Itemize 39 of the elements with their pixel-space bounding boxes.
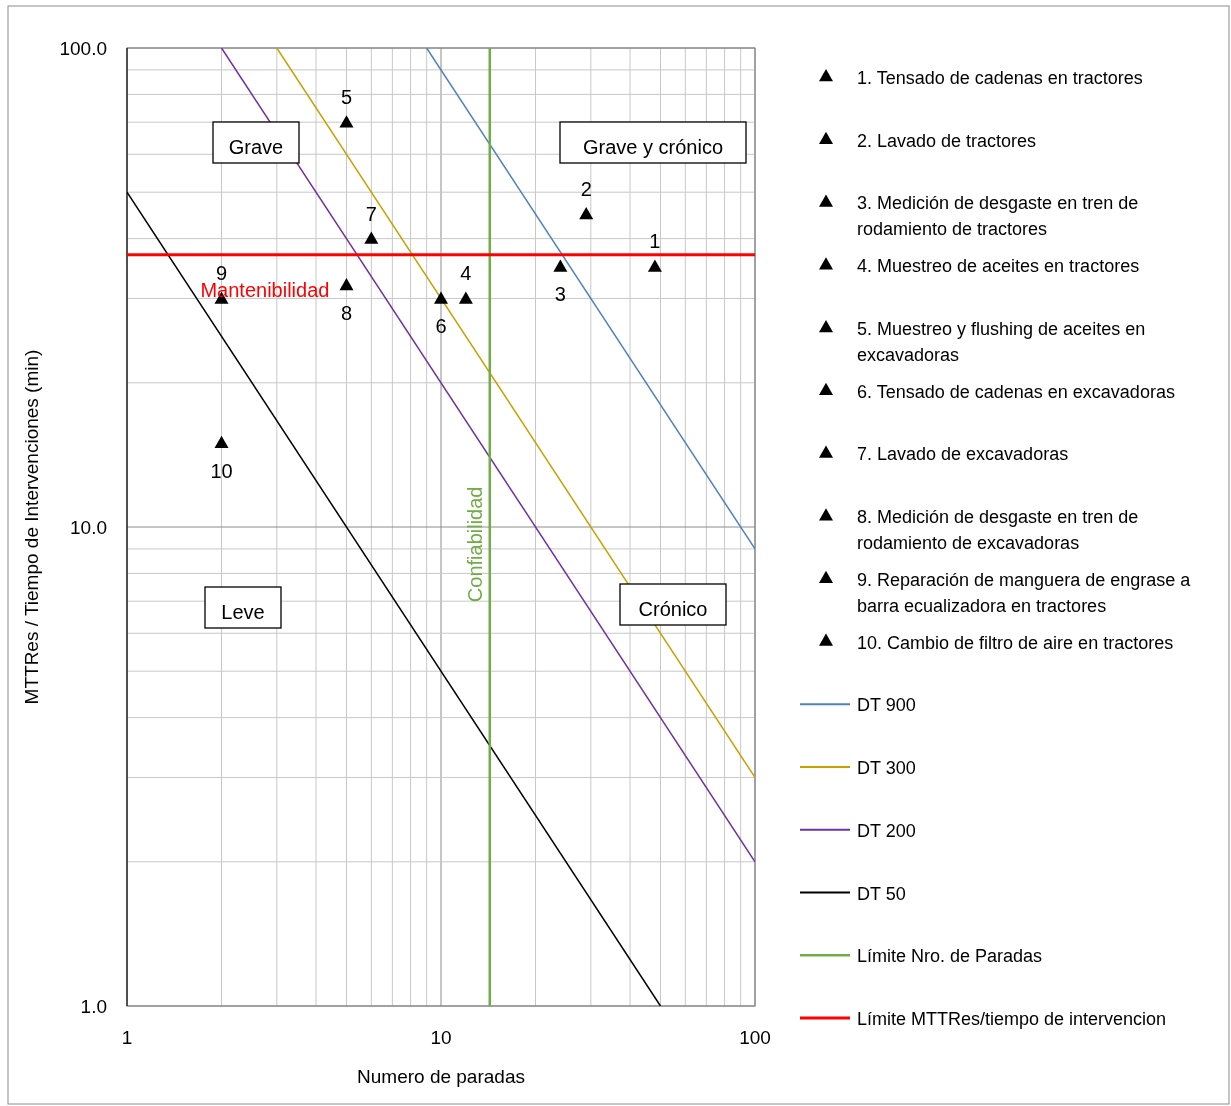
legend-label: 10. Cambio de filtro de aire en tractores xyxy=(857,632,1174,653)
annotation: 4 xyxy=(460,262,472,285)
x-tick-label: 100 xyxy=(739,1027,771,1048)
x-tick-label: 1 xyxy=(121,1027,133,1048)
legend-label: 7. Lavado de excavadoras xyxy=(857,444,1069,465)
annotation: 7 xyxy=(365,202,377,225)
legend-label: 4. Muestreo de aceites en tractores xyxy=(857,256,1140,277)
legend-label: 3. Medición de desgaste en tren de rodamiento de tractores xyxy=(857,193,1139,240)
annotation: Grave xyxy=(228,136,284,158)
legend-label: 2. Lavado de tractores xyxy=(857,130,1037,151)
legend-label: 9. Reparación de manguera de engrase a barra ecualizadora en tractores xyxy=(857,569,1192,616)
legend-label: 1. Tensado de cadenas en tractores xyxy=(857,68,1143,88)
annotation: 1 xyxy=(649,230,661,253)
annotation: Leve xyxy=(221,601,265,623)
annotation: 6 xyxy=(435,315,447,338)
x-tick-label: 10 xyxy=(430,1027,452,1048)
annotation: Crónico xyxy=(638,598,708,620)
legend-label: DT 200 xyxy=(857,820,916,841)
annotation: Grave y crónico xyxy=(582,136,724,158)
annotation: 8 xyxy=(340,302,353,325)
legend-label: DT 50 xyxy=(857,883,906,904)
legend-label: 8. Medición de desgaste en tren de rodamiento de excavadoras xyxy=(857,507,1139,554)
y-axis-title: MTTRes / Tiempo de Intervenciones (min) xyxy=(21,349,42,705)
legend-label: Límite Nro. de Paradas xyxy=(857,946,1043,967)
annotation: 9 xyxy=(215,262,228,285)
legend-label: 6. Tensado de cadenas en excavadoras xyxy=(857,381,1175,402)
legend-label: 5. Muestreo y flushing de aceites en excavadoras xyxy=(857,318,1146,365)
annotation: 3 xyxy=(554,283,566,306)
annotation: 2 xyxy=(580,178,592,201)
x-axis-title: Numero de paradas xyxy=(357,1066,525,1087)
legend-label: DT 900 xyxy=(857,695,916,716)
y-tick-label: 10.0 xyxy=(70,517,107,538)
legend-label: DT 300 xyxy=(857,758,916,779)
y-tick-label: 1.0 xyxy=(80,996,107,1017)
y-tick-label: 100.0 xyxy=(59,38,107,59)
annotation: Confiabilidad xyxy=(463,486,486,603)
annotation: 10 xyxy=(210,459,233,482)
legend-label: Límite MTTRes/tiempo de intervencion xyxy=(857,1009,1167,1029)
annotation: 5 xyxy=(340,86,353,109)
